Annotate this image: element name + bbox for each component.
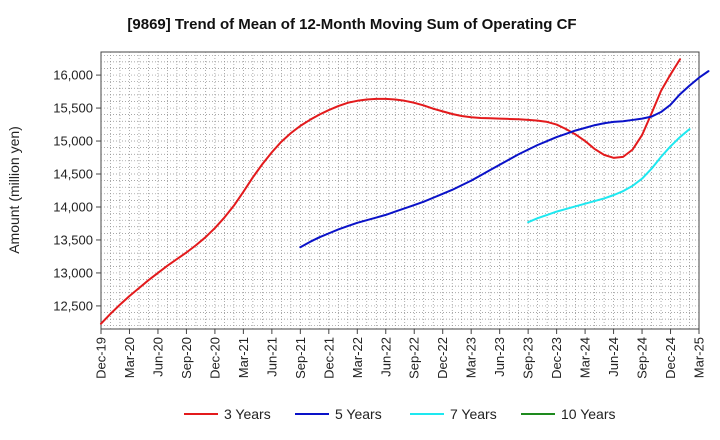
legend: 3 Years 5 Years 7 Years 10 Years: [184, 406, 616, 422]
legend-label: 7 Years: [450, 406, 497, 422]
x-tick-label: Dec-20: [207, 337, 222, 379]
y-tick-label: 14,000: [53, 199, 93, 214]
y-axis-ticks: 12,500 13,000 13,500 14,000 14,500 15,000 15,5…: [53, 68, 101, 313]
x-tick-label: Jun-21: [264, 337, 279, 377]
horizontal-gridlines: [101, 54, 699, 327]
x-tick-label: Dec-21: [321, 337, 336, 379]
legend-item: 10 Years: [521, 406, 616, 422]
y-tick-label: 15,500: [53, 101, 93, 116]
x-tick-label: Mar-25: [692, 337, 707, 378]
y-tick-label: 14,500: [53, 167, 93, 182]
vertical-gridlines: [110, 52, 690, 329]
x-tick-label: Mar-22: [350, 337, 365, 378]
x-tick-label: Dec-19: [94, 337, 109, 379]
x-tick-label: Sep-20: [179, 337, 194, 379]
x-axis-ticks: Dec-19 Mar-20 Jun-20 Sep-20 Dec-20 Mar-21 Jun-…: [94, 329, 707, 379]
x-tick-label: Sep-21: [293, 337, 308, 379]
legend-item: 5 Years: [295, 406, 382, 422]
series-line-5-years: [299, 70, 710, 249]
y-tick-label: 13,000: [53, 265, 93, 280]
x-tick-label: Jun-20: [150, 337, 165, 377]
y-tick-label: 16,000: [53, 68, 93, 83]
series-lines: [100, 58, 710, 325]
x-tick-label: Dec-23: [549, 337, 564, 379]
y-tick-label: 12,500: [53, 298, 93, 313]
x-tick-label: Jun-24: [606, 337, 621, 377]
x-tick-label: Mar-21: [236, 337, 251, 378]
legend-label: 10 Years: [561, 406, 616, 422]
x-tick-label: Mar-24: [578, 337, 593, 378]
legend-label: 5 Years: [335, 406, 382, 422]
chart-title: [9869] Trend of Mean of 12-Month Moving …: [127, 16, 576, 33]
plot-area: [100, 51, 700, 330]
x-tick-label: Sep-22: [407, 337, 422, 379]
x-tick-label: Mar-23: [464, 337, 479, 378]
legend-label: 3 Years: [224, 406, 271, 422]
x-tick-label: Dec-22: [435, 337, 450, 379]
x-tick-label: Mar-20: [122, 337, 137, 378]
x-tick-label: Sep-23: [521, 337, 536, 379]
x-tick-label: Sep-24: [635, 337, 650, 379]
x-tick-label: Dec-24: [663, 337, 678, 379]
x-tick-label: Jun-22: [378, 337, 393, 377]
legend-item: 3 Years: [184, 406, 271, 422]
y-axis-label: Amount (million yen): [6, 126, 22, 254]
x-tick-label: Jun-23: [492, 337, 507, 377]
y-tick-label: 15,000: [53, 134, 93, 149]
legend-item: 7 Years: [410, 406, 497, 422]
series-line-3-years: [100, 58, 682, 325]
series-line-7-years: [527, 128, 691, 224]
y-tick-label: 13,500: [53, 232, 93, 247]
